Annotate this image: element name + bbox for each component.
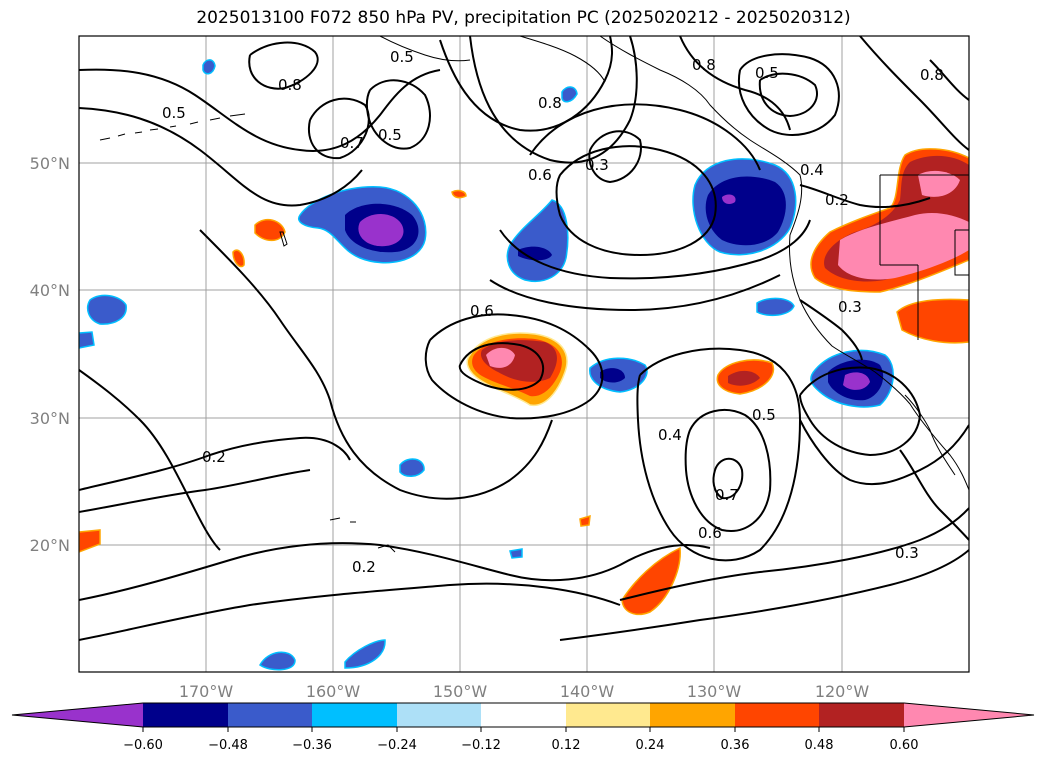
coastlines xyxy=(99,36,969,553)
contour-label: 0.8 xyxy=(920,66,944,84)
lat-tick-label: 40°N xyxy=(30,281,70,300)
pos-anomaly-central xyxy=(466,332,568,407)
pos-anomaly-south xyxy=(621,546,681,616)
colorbar-tick-label: −0.48 xyxy=(208,738,248,753)
neg-anomaly-central xyxy=(506,199,569,282)
colorbar-tick-label: −0.60 xyxy=(123,738,163,753)
colorbar-tick-label: 0.36 xyxy=(721,738,750,753)
contour-label: 0.2 xyxy=(825,191,849,209)
lat-tick-label: 30°N xyxy=(30,409,70,428)
contour-label: 0.5 xyxy=(378,126,402,144)
longitude-tick-labels: 170°W 160°W 150°W 140°W 130°W 120°W xyxy=(179,682,870,701)
contour-label: 0.3 xyxy=(895,544,919,562)
colorbar-tick-label: 0.48 xyxy=(805,738,834,753)
colorbar-segment xyxy=(312,703,397,727)
lon-tick-label: 150°W xyxy=(433,682,488,701)
contour-label: 0.6 xyxy=(470,302,494,320)
contour-label: 0.5 xyxy=(390,48,414,66)
lat-tick-label: 50°N xyxy=(30,154,70,173)
pos-anomaly-small-2 xyxy=(451,189,467,199)
colorbar-segment xyxy=(650,703,735,727)
lon-tick-label: 120°W xyxy=(815,682,870,701)
contour-label: 0.3 xyxy=(585,156,609,174)
lat-tick-label: 20°N xyxy=(30,536,70,555)
pos-anomaly-small-1 xyxy=(232,249,245,268)
pos-anomaly-small-4 xyxy=(579,514,591,527)
neg-anomaly-ne-pacific xyxy=(692,158,797,256)
contour-label: 0.2 xyxy=(202,448,226,466)
neg-anomaly-california xyxy=(810,349,894,408)
colorbar-tick-label: −0.24 xyxy=(377,738,417,753)
neg-anomaly-8 xyxy=(756,297,795,317)
contour-label: 0.6 xyxy=(528,166,552,184)
neg-anomaly-7 xyxy=(399,458,425,477)
neg-anomaly-4 xyxy=(600,368,625,383)
colorbar: −0.60 −0.48 −0.36 −0.24 −0.12 0.12 0.24 … xyxy=(11,702,1035,753)
colorbar-segment xyxy=(228,703,312,727)
colorbar-segment xyxy=(566,703,650,727)
contour-label: 0.5 xyxy=(752,406,776,424)
contour-label: 0.4 xyxy=(800,161,824,179)
contour-label: 0.7 xyxy=(340,134,364,152)
contour-label: 0.8 xyxy=(278,76,302,94)
contour-labels: 0.8 0.5 0.7 0.5 0.5 0.8 0.6 0.3 0.8 0.5 … xyxy=(162,48,944,576)
colorbar-segment xyxy=(397,703,481,727)
neg-anomaly-2 xyxy=(87,294,127,325)
colorbar-segment xyxy=(481,703,566,727)
contour-label: 0.5 xyxy=(162,104,186,122)
colorbar-segment xyxy=(735,703,819,727)
pos-anomaly-west-coast xyxy=(810,148,969,293)
colorbar-extend-max xyxy=(904,703,1034,727)
lon-tick-label: 130°W xyxy=(687,682,742,701)
pos-anomaly-mid-core xyxy=(728,370,760,386)
contour-label: 0.3 xyxy=(838,298,862,316)
pv-contours xyxy=(79,36,969,641)
colorbar-tick-label: −0.12 xyxy=(461,738,501,753)
precipitation-shading xyxy=(79,59,969,671)
contour-label: 0.6 xyxy=(698,524,722,542)
neg-anomaly-nw-pacific xyxy=(298,186,427,264)
colorbar-segment xyxy=(143,703,228,727)
colorbar-tick-label: −0.36 xyxy=(292,738,332,753)
colorbar-tick-label: 0.60 xyxy=(890,738,919,753)
latitude-tick-labels: 50°N 40°N 30°N 20°N xyxy=(30,154,70,555)
neg-anomaly-11 xyxy=(79,331,95,349)
neg-anomaly-6 xyxy=(344,639,386,669)
lon-tick-label: 160°W xyxy=(306,682,361,701)
contour-label: 0.5 xyxy=(755,64,779,82)
map-title: 2025013100 F072 850 hPa PV, precipitatio… xyxy=(196,8,851,28)
lon-tick-label: 170°W xyxy=(179,682,234,701)
neg-anomaly-10 xyxy=(561,86,578,103)
colorbar-extend-min xyxy=(12,703,143,727)
neg-anomaly-9 xyxy=(202,59,216,75)
pos-anomaly-nevada xyxy=(896,298,969,344)
colorbar-tick-marks xyxy=(142,727,905,732)
map-frame xyxy=(78,35,970,673)
map-plot-area: 0.8 0.5 0.7 0.5 0.5 0.8 0.6 0.3 0.8 0.5 … xyxy=(79,36,969,672)
neg-anomaly-12 xyxy=(509,548,523,559)
contour-label: 0.2 xyxy=(352,558,376,576)
contour-label: 0.8 xyxy=(692,56,716,74)
colorbar-tick-label: 0.12 xyxy=(552,738,581,753)
lon-tick-label: 140°W xyxy=(560,682,615,701)
colorbar-tick-label: 0.24 xyxy=(636,738,665,753)
contour-label: 0.8 xyxy=(538,94,562,112)
colorbar-segment xyxy=(819,703,904,727)
pos-anomaly-small-3 xyxy=(79,529,101,553)
pos-anomaly-west xyxy=(254,218,286,242)
neg-anomaly-5 xyxy=(259,651,296,671)
contour-label: 0.7 xyxy=(715,486,739,504)
contour-label: 0.4 xyxy=(658,426,682,444)
colorbar-tick-labels: −0.60 −0.48 −0.36 −0.24 −0.12 0.12 0.24 … xyxy=(123,738,918,753)
